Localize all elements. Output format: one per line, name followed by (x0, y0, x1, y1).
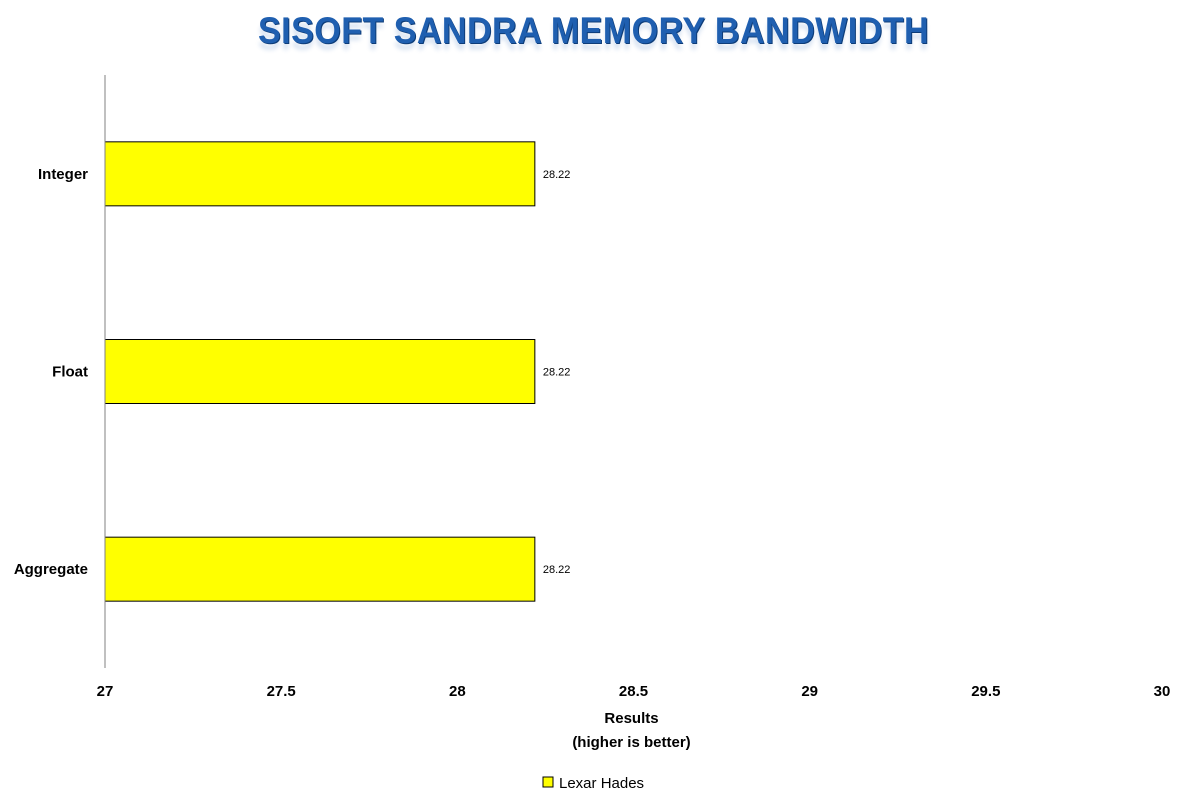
x-tick-label: 27 (97, 683, 114, 700)
data-label-float: 28.22 (543, 367, 571, 379)
legend-swatch (542, 776, 554, 788)
data-labels-group: 28.22 28.22 28.22 (543, 169, 571, 576)
x-tick-label: 29.5 (971, 683, 1000, 700)
x-tick-label: 27.5 (267, 683, 296, 700)
bar-float (104, 339, 536, 404)
bar-aggregate (104, 536, 536, 602)
x-tick-label: 29 (801, 683, 818, 700)
category-label-aggregate: Aggregate (14, 561, 88, 578)
x-tick-label: 28.5 (619, 683, 648, 700)
x-tick-labels-group: 27 27.5 28 28.5 29 29.5 30 (97, 683, 1171, 700)
category-label-float: Float (52, 364, 88, 381)
category-label-integer: Integer (38, 166, 88, 183)
category-labels-group: Integer Float Aggregate (14, 166, 88, 578)
x-tick-label: 28 (449, 683, 466, 700)
x-tick-label: 30 (1154, 683, 1171, 700)
x-axis-title-line-2: (higher is better) (572, 734, 690, 751)
chart-title: SISOFT SANDRA MEMORY BANDWIDTH (257, 10, 930, 52)
data-label-aggregate: 28.22 (543, 564, 571, 576)
legend-label: Lexar Hades (559, 775, 644, 792)
x-axis-title-line-1: Results (604, 710, 658, 727)
data-label-integer: 28.22 (543, 169, 571, 181)
legend: Lexar Hades (542, 775, 644, 792)
bar-integer (104, 141, 536, 207)
bars-group (104, 141, 536, 602)
